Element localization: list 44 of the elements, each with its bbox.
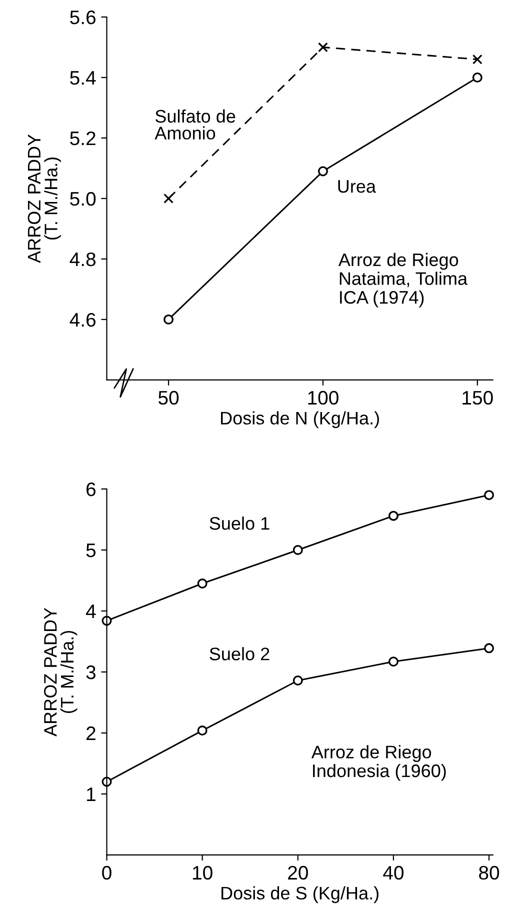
- y-tick-label: 4: [86, 604, 96, 618]
- point: [388, 656, 398, 667]
- y-tick-label: 4.6: [70, 312, 96, 327]
- y-axis-title: ARROZ PADDY (T. M./Ha.): [28, 134, 61, 263]
- y-tick-label: 4.8: [70, 252, 96, 266]
- x-axis-title: Dosis de S (Kg/Ha.): [222, 886, 378, 904]
- y-axis-title: ARROZ PADDY (T. M./Ha.): [44, 608, 78, 736]
- point: [484, 490, 494, 500]
- point: [472, 72, 482, 83]
- x-tick-label: 40: [383, 866, 404, 880]
- y-tick-label: 1: [87, 788, 96, 802]
- x-tick-label: 100: [308, 390, 338, 405]
- x-tick-label: 150: [462, 390, 493, 405]
- y-tick-label: 6: [86, 482, 96, 496]
- y-tick-label: 5.6: [70, 10, 96, 24]
- series-label: Suelo 1: [210, 516, 270, 530]
- x-tick-label: 80: [479, 866, 500, 880]
- x-tick-label: 50: [158, 390, 179, 405]
- annotation: Arroz de Riego Indonesia (1960): [311, 745, 446, 781]
- y-tick-label: 5.0: [70, 192, 96, 206]
- series-label: Sulfato de Amonio: [154, 109, 236, 140]
- y-tick-label: 5.4: [70, 71, 96, 85]
- series-label: Urea: [338, 180, 376, 193]
- point: [292, 544, 303, 555]
- y-tick-label: 5: [86, 544, 96, 558]
- point: [197, 726, 208, 736]
- point: [472, 54, 482, 64]
- x-tick-label: 10: [193, 866, 212, 880]
- point: [484, 643, 494, 654]
- point: [164, 314, 174, 324]
- point: [164, 193, 174, 204]
- x-tick-label: 0: [102, 866, 112, 880]
- point: [318, 166, 328, 176]
- y-tick-label: 2: [86, 726, 96, 740]
- x-axis-title: Dosis de N (Kg/Ha.): [221, 411, 379, 428]
- point: [318, 42, 328, 52]
- y-tick-label: 5.2: [70, 131, 96, 146]
- annotation: Arroz de Riego Nataima, Tolima ICA (1974): [338, 252, 468, 308]
- point: [292, 676, 303, 686]
- x-tick-label: 20: [288, 866, 308, 880]
- point: [197, 578, 208, 589]
- series-label: Suelo 2: [210, 647, 270, 660]
- y-tick-label: 3: [86, 665, 96, 680]
- point: [388, 510, 398, 521]
